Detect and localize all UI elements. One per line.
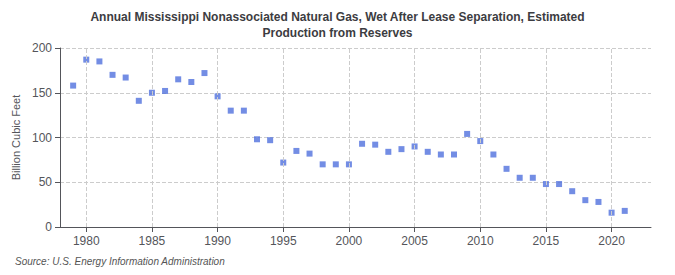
svg-text:1980: 1980 xyxy=(73,234,100,248)
svg-text:Source: U.S. Energy Informatio: Source: U.S. Energy Information Administ… xyxy=(15,256,225,267)
svg-text:Billion Cubic Feet: Billion Cubic Feet xyxy=(10,95,22,181)
svg-text:2010: 2010 xyxy=(467,234,494,248)
svg-text:2000: 2000 xyxy=(336,234,363,248)
svg-text:1995: 1995 xyxy=(270,234,297,248)
svg-text:200: 200 xyxy=(32,41,52,55)
svg-text:1985: 1985 xyxy=(139,234,166,248)
svg-text:100: 100 xyxy=(32,131,52,145)
svg-text:Annual Mississippi Nonassociat: Annual Mississippi Nonassociated Natural… xyxy=(90,10,584,24)
svg-text:50: 50 xyxy=(39,175,53,189)
svg-text:2020: 2020 xyxy=(598,234,625,248)
svg-text:0: 0 xyxy=(45,220,52,234)
svg-text:Production from Reserves: Production from Reserves xyxy=(262,26,412,40)
svg-text:2015: 2015 xyxy=(533,234,560,248)
svg-text:150: 150 xyxy=(32,86,52,100)
svg-text:1990: 1990 xyxy=(204,234,231,248)
svg-text:2005: 2005 xyxy=(401,234,428,248)
